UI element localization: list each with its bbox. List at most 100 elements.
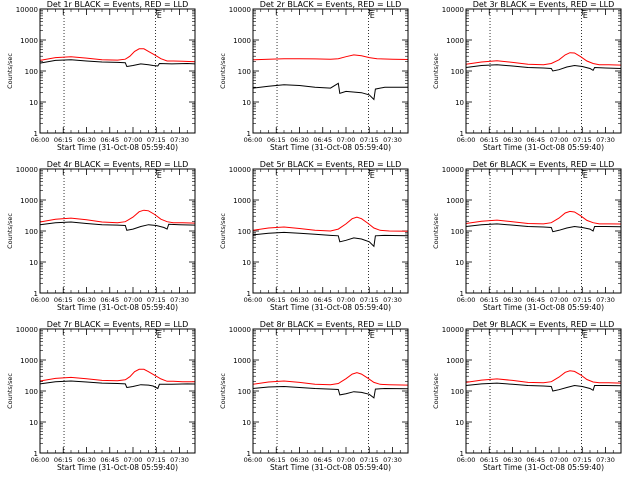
series-line-lld [39,209,196,224]
plot-frame [252,168,409,294]
x-tick-label: 06:15 [54,296,73,304]
marker-label-e: E [157,11,162,20]
x-tick-label: 06:45 [313,296,332,304]
y-tick-label: 10000 [16,326,38,334]
plot-frame [465,328,622,454]
y-axis-label: Counts/sec [6,53,14,89]
y-tick-label: 1000 [20,357,38,365]
y-tick-label: 1000 [233,37,251,45]
y-axis-label: Counts/sec [219,53,227,89]
y-tick-label: 1 [460,450,464,458]
y-tick-label: 100 [451,68,464,76]
x-tick-label: 06:00 [244,456,263,464]
y-axis-label: Counts/sec [219,373,227,409]
plot-frame [465,8,622,134]
x-tick-label: 07:15 [573,296,592,304]
x-tick-label: 06:15 [267,136,286,144]
panel-title: Det 8r BLACK = Events, RED = LLD [260,320,402,329]
x-tick-label: 06:00 [244,296,263,304]
x-tick-label: 07:00 [550,296,569,304]
plot-frame [39,8,196,134]
y-tick-label: 1 [460,290,464,298]
series-line-lld [465,210,622,225]
y-tick-label: 10000 [229,166,251,174]
series-line-lld [465,370,622,384]
x-tick-label: 06:45 [313,136,332,144]
x-tick-label: 07:15 [573,456,592,464]
x-tick-label: 07:15 [147,136,166,144]
series-line-events [39,59,196,68]
marker-label-e: E [157,171,162,180]
y-tick-label: 10000 [16,166,38,174]
y-axis-label: Counts/sec [6,213,14,249]
x-tick-label: 06:15 [54,456,73,464]
y-tick-label: 10000 [229,6,251,14]
panel-det-5r: Det 5r BLACK = Events, RED = LLD Counts/s… [219,160,409,312]
x-tick-label: 06:00 [457,296,476,304]
panel-det-6r: Det 6r BLACK = Events, RED = LLD Counts/s… [432,160,622,312]
series-line-events [465,223,622,233]
marker-label-e: E [370,331,375,340]
x-tick-label: 07:30 [383,456,402,464]
y-tick-label: 1 [34,290,38,298]
x-tick-label: 07:30 [170,456,189,464]
y-tick-label: 100 [451,388,464,396]
panel-det-1r: Det 1r BLACK = Events, RED = LLD Counts/s… [6,0,196,152]
y-tick-label: 1000 [20,37,38,45]
x-tick-label: 07:30 [170,296,189,304]
x-tick-label: 06:45 [100,456,119,464]
x-tick-label: 06:30 [77,296,96,304]
y-tick-label: 1000 [446,357,464,365]
series-line-events [252,385,409,399]
x-axis-label: Start Time (31-Oct-08 05:59:40) [57,463,178,472]
plot-frame [252,8,409,134]
x-tick-label: 06:15 [267,456,286,464]
y-tick-label: 10 [242,259,251,267]
y-tick-label: 1000 [20,197,38,205]
y-tick-label: 1 [247,130,251,138]
x-axis-label: Start Time (31-Oct-08 05:59:40) [270,303,391,312]
panel-title: Det 6r BLACK = Events, RED = LLD [473,160,615,169]
series-line-lld [252,54,409,61]
x-tick-label: 07:15 [360,136,379,144]
x-tick-label: 06:45 [100,296,119,304]
x-tick-label: 06:45 [100,136,119,144]
series-line-lld [39,368,196,383]
panel-title: Det 4r BLACK = Events, RED = LLD [47,160,189,169]
y-tick-label: 10000 [16,6,38,14]
y-tick-label: 1 [34,130,38,138]
x-axis-label: Start Time (31-Oct-08 05:59:40) [57,303,178,312]
marker-label-e: E [583,171,588,180]
plot-frame [252,328,409,454]
x-axis-label: Start Time (31-Oct-08 05:59:40) [483,143,604,152]
y-tick-label: 1 [247,450,251,458]
series-line-events [39,380,196,390]
y-tick-label: 10000 [442,6,464,14]
x-tick-label: 06:45 [313,456,332,464]
x-tick-label: 06:00 [457,136,476,144]
y-tick-label: 1000 [446,197,464,205]
y-tick-label: 1000 [233,197,251,205]
x-tick-label: 07:00 [124,136,143,144]
panel-det-3r: Det 3r BLACK = Events, RED = LLD Counts/s… [432,0,622,152]
y-tick-label: 100 [238,68,251,76]
y-tick-label: 10000 [442,326,464,334]
plot-frame [39,168,196,294]
y-tick-label: 10 [455,419,464,427]
x-axis-label: Start Time (31-Oct-08 05:59:40) [57,143,178,152]
x-tick-label: 06:30 [290,456,309,464]
series-line-lld [465,52,622,66]
x-tick-label: 06:00 [31,296,50,304]
series-line-lld [39,48,196,63]
series-line-events [465,64,622,72]
x-tick-label: 07:00 [337,296,356,304]
panel-det-8r: Det 8r BLACK = Events, RED = LLD Counts/s… [219,320,409,472]
x-tick-label: 06:15 [480,136,499,144]
series-line-events [252,231,409,248]
series-line-events [39,221,196,231]
x-tick-label: 07:30 [383,296,402,304]
x-tick-label: 06:15 [480,456,499,464]
panel-title: Det 7r BLACK = Events, RED = LLD [47,320,189,329]
panel-title: Det 1r BLACK = Events, RED = LLD [47,0,189,9]
y-axis-label: Counts/sec [6,373,14,409]
